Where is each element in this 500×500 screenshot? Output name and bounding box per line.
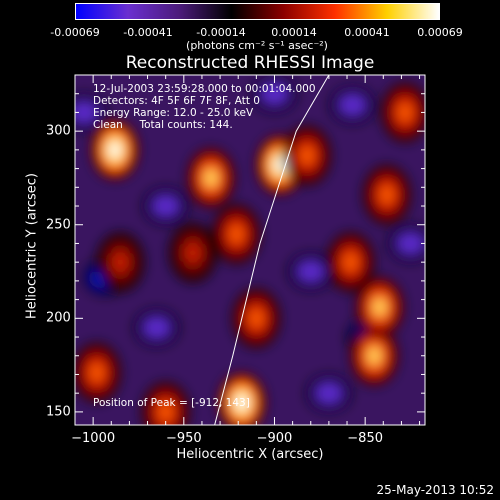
bright-source-peak <box>205 168 218 187</box>
colorbar-tick: 0.00014 <box>271 26 317 39</box>
colorbar-tick: -0.00014 <box>196 26 246 39</box>
x-tick-label: −1000 <box>71 431 116 446</box>
peak-position: Position of Peak = [-912, 143] <box>93 397 250 409</box>
dark-source <box>151 195 180 218</box>
source-layer <box>75 75 425 425</box>
limb-layer <box>214 75 330 425</box>
info-time-range: 12-Jul-2003 23:59:28.000 to 00:01:04.000 <box>93 83 316 95</box>
dark-source <box>142 316 171 339</box>
bright-source-peak <box>90 363 103 382</box>
dark-source <box>396 232 425 255</box>
timestamp-footer: 25-May-2013 10:52 <box>376 483 494 497</box>
bright-source-peak <box>373 298 386 317</box>
bright-source-peak <box>399 103 412 122</box>
bright-source-peak <box>368 346 381 365</box>
colorbar <box>75 3 440 20</box>
bright-source-peak <box>235 393 248 412</box>
info-detectors: Detectors: 4F 5F 6F 7F 8F, Att 0 <box>93 95 260 107</box>
bright-source-peak <box>186 243 199 262</box>
colorbar-tick: -0.00041 <box>123 26 173 39</box>
plot-frame <box>74 74 426 426</box>
dark-source <box>314 382 343 405</box>
bright-source-peak <box>380 185 393 204</box>
solar-limb-line <box>214 75 330 425</box>
y-axis-label: Heliocentric Y (arcsec) <box>24 173 40 319</box>
dark-source <box>75 101 99 124</box>
bright-source-peak <box>114 253 127 272</box>
info-counts: Clean Total counts: 144. <box>93 119 233 131</box>
colorbar-unit: (photons cm⁻² s⁻¹ asec⁻²) <box>186 39 328 52</box>
bright-source-peak <box>344 253 357 272</box>
colorbar-tick: 0.00069 <box>417 26 463 39</box>
dark-source <box>296 260 325 283</box>
bright-source-peak <box>273 155 286 174</box>
x-tick-label: −850 <box>347 431 383 446</box>
bright-source-peak <box>159 402 172 421</box>
tick-layer <box>75 74 425 425</box>
dark-source <box>260 82 289 105</box>
x-tick-label: −900 <box>256 431 293 446</box>
y-tick-label: 150 <box>46 404 71 420</box>
bright-source-peak <box>250 309 263 328</box>
colorbar-tick: -0.00069 <box>50 26 100 39</box>
bright-source-peak <box>108 140 121 159</box>
y-tick-label: 250 <box>46 217 71 233</box>
y-tick-label: 200 <box>46 310 71 326</box>
x-tick-label: −950 <box>165 431 202 446</box>
info-energy-range: Energy Range: 12.0 - 25.0 keV <box>93 107 254 119</box>
y-tick-label: 300 <box>46 123 71 139</box>
bright-source-peak <box>230 225 243 244</box>
bright-source-peak <box>301 146 314 165</box>
colorbar-tick: 0.00041 <box>344 26 390 39</box>
x-axis-label: Heliocentric X (arcsec) <box>176 447 324 462</box>
chart-title: Reconstructed RHESSI Image <box>125 53 375 73</box>
dark-source <box>338 93 367 116</box>
